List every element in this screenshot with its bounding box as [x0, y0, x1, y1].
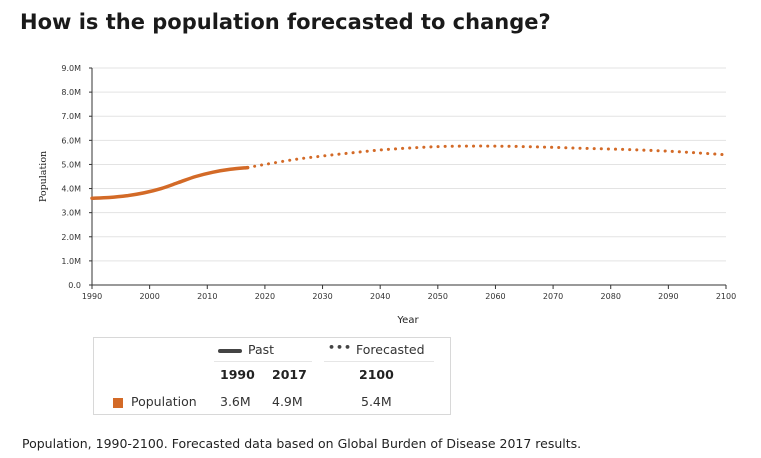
x-tick-label: 2080: [601, 292, 621, 301]
x-axis-label: Year: [396, 315, 419, 326]
y-tick-label: 6.0M: [61, 136, 81, 145]
series-line-forecasted: [246, 144, 728, 170]
x-tick-label: 2070: [543, 292, 563, 301]
population-chart: 0.01.0M2.0M3.0M4.0M5.0M6.0M7.0M8.0M9.0M …: [38, 64, 736, 326]
y-tick-label: 0.0: [68, 281, 81, 290]
col-2100: 2100: [359, 367, 394, 382]
x-tick-label: 1990: [82, 292, 102, 301]
y-tick-label: 9.0M: [61, 64, 81, 73]
x-tick-label: 2010: [197, 292, 217, 301]
y-tick-label: 8.0M: [61, 88, 81, 97]
y-tick-label: 5.0M: [61, 160, 81, 169]
population-swatch: [113, 398, 123, 408]
y-tick-label: 7.0M: [61, 112, 81, 121]
y-axis-label: Population: [38, 151, 49, 202]
legend-separator: [214, 361, 312, 362]
col-2017: 2017: [272, 367, 307, 382]
col-1990: 1990: [220, 367, 255, 382]
x-tick-label: 2000: [139, 292, 159, 301]
val-2100: 5.4M: [361, 394, 392, 409]
legend-past-label: Past: [248, 342, 275, 357]
row-label-population: Population: [131, 394, 197, 409]
val-1990: 3.6M: [220, 394, 251, 409]
chart-caption: Population, 1990-2100. Forecasted data b…: [22, 436, 582, 451]
x-tick-label: 2100: [716, 292, 736, 301]
y-tick-label: 4.0M: [61, 185, 81, 194]
x-tick-label: 2090: [658, 292, 678, 301]
x-tick-label: 2060: [485, 292, 505, 301]
y-tick-label: 1.0M: [61, 257, 81, 266]
val-2017: 4.9M: [272, 394, 303, 409]
chart-grid: [91, 67, 726, 286]
past-line-icon: [218, 349, 242, 353]
y-tick-label: 2.0M: [61, 233, 81, 242]
x-tick-label: 2030: [312, 292, 332, 301]
x-tick-label: 2020: [255, 292, 275, 301]
x-tick-label: 2040: [370, 292, 390, 301]
x-tick-label: 2050: [428, 292, 448, 301]
forecast-dots-icon: •••: [328, 341, 353, 354]
y-tick-label: 3.0M: [61, 209, 81, 218]
x-axis-ticks: 1990 2000 2010 2020 2030 2040 2050 2060 2070 2080…: [82, 285, 736, 301]
series-line-past: [90, 165, 250, 200]
chart-series: [90, 144, 728, 200]
chart-title: How is the population forecasted to chan…: [20, 10, 551, 34]
legend-table: Past ••• Forecasted 1990 2017 2100 Popul…: [93, 337, 451, 415]
legend-separator-forecast: [324, 361, 434, 362]
y-axis-ticks: 0.0 1.0M 2.0M 3.0M 4.0M 5.0M 6.0M 7.0M 8.0M 9.0M: [61, 64, 92, 290]
legend-forecast-label: Forecasted: [356, 342, 425, 357]
